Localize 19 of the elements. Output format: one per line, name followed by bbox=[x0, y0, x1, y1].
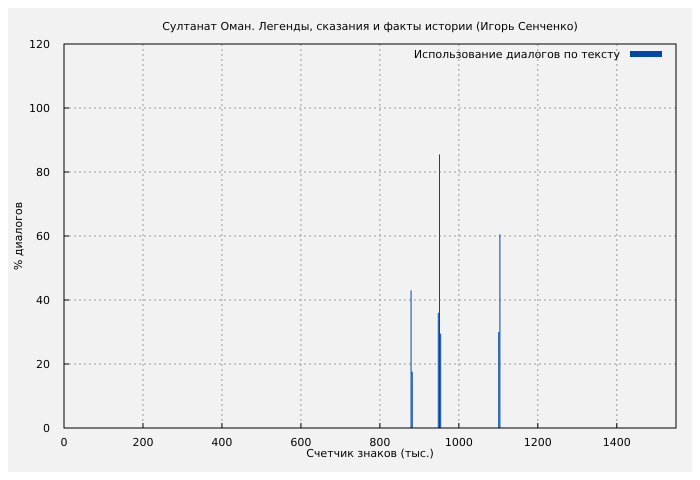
chart-title: Султанат Оман. Легенды, сказания и факты истории (Игорь Сенченко) bbox=[162, 20, 578, 33]
x-tick-label: 0 bbox=[60, 436, 68, 449]
y-tick-label: 20 bbox=[36, 358, 50, 371]
x-tick-label: 600 bbox=[290, 436, 312, 449]
y-tick-label: 120 bbox=[29, 38, 50, 51]
y-tick-label: 100 bbox=[29, 102, 50, 115]
x-tick-label: 400 bbox=[211, 436, 232, 449]
x-tick-label: 1200 bbox=[524, 436, 552, 449]
y-tick-label: 40 bbox=[36, 294, 50, 307]
y-axis-title: % диалогов bbox=[12, 202, 25, 270]
legend-label: Использование диалогов по тексту bbox=[414, 48, 620, 61]
x-tick-label: 1000 bbox=[444, 436, 473, 449]
x-axis-title: Счетчик знаков (тыс.) bbox=[306, 447, 434, 460]
y-tick-label: 0 bbox=[43, 422, 50, 435]
x-tick-label: 800 bbox=[369, 436, 390, 449]
y-tick-label: 80 bbox=[36, 166, 50, 179]
x-tick-label: 200 bbox=[132, 436, 154, 449]
y-tick-label: 60 bbox=[36, 230, 50, 243]
x-tick-label: 1400 bbox=[602, 436, 631, 449]
